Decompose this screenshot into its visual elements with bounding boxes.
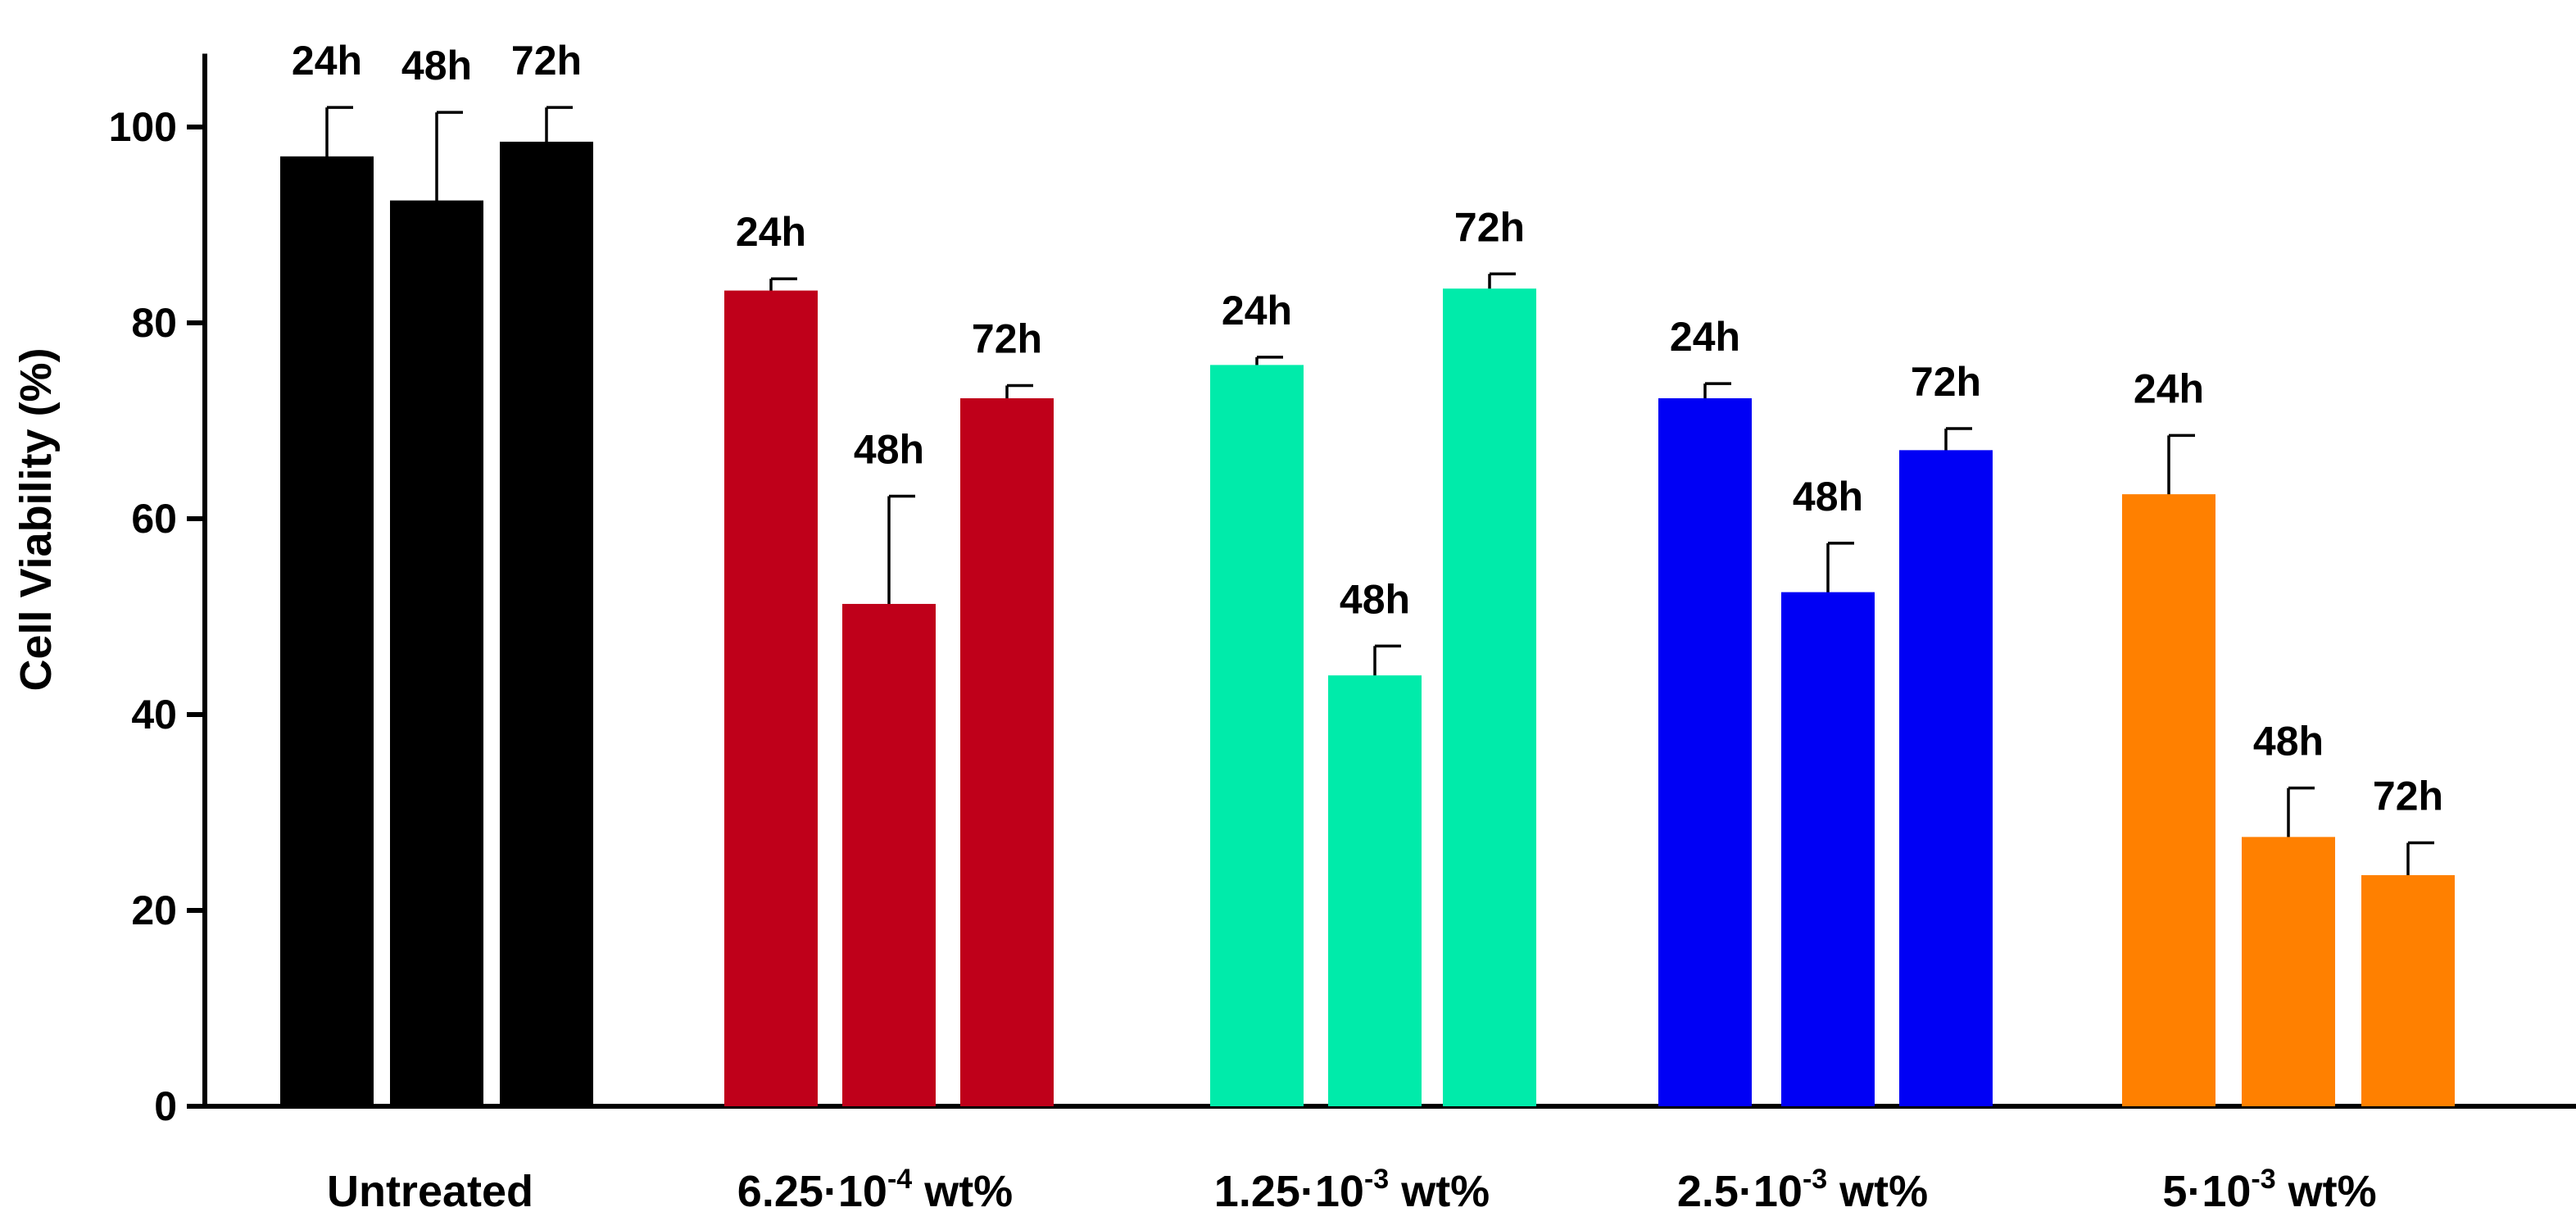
bar-label: 24h	[1222, 288, 1292, 334]
bar	[724, 290, 818, 1106]
bar	[1899, 450, 1993, 1106]
bar-label: 24h	[736, 209, 806, 255]
bar	[960, 398, 1054, 1106]
bar	[1328, 675, 1422, 1106]
bar	[280, 156, 374, 1107]
bar-label: 72h	[1454, 204, 1525, 250]
bar-label: 24h	[1670, 314, 1740, 360]
y-axis-title: Cell Viability (%)	[11, 347, 61, 691]
bar-group: 24h 48h 72h 5·10-3 wt%	[2122, 365, 2455, 1216]
bar	[1443, 288, 1536, 1106]
bar-label: 24h	[2134, 365, 2204, 411]
group-label: 6.25·10-4 wt%	[737, 1164, 1013, 1216]
bar-label: 48h	[2253, 719, 2324, 765]
y-tick-label: 20	[131, 887, 177, 933]
y-tick-label: 60	[131, 496, 177, 542]
bar	[1658, 398, 1752, 1106]
y-tick-label: 40	[131, 692, 177, 738]
group-label: Untreated	[327, 1167, 533, 1216]
bar	[842, 603, 936, 1106]
bar-label: 72h	[1911, 359, 1981, 405]
bar-label: 48h	[401, 43, 472, 89]
group-label: 1.25·10-3 wt%	[1214, 1164, 1490, 1216]
bar	[500, 141, 593, 1106]
bar-group: 24h 48h 72h 2.5·10-3 wt%	[1658, 314, 1993, 1216]
bar-group: 24h 48h 72h Untreated	[280, 38, 593, 1216]
y-tick-label: 0	[154, 1083, 177, 1129]
bar	[2361, 874, 2455, 1106]
bar-label: 48h	[1340, 576, 1410, 622]
group-label: 2.5·10-3 wt%	[1677, 1164, 1928, 1216]
bar-label: 24h	[292, 38, 362, 84]
axes: 0 20 40 60 80 100	[109, 53, 2576, 1129]
bar-group: 24h 48h 72h 1.25·10-3 wt%	[1210, 204, 1536, 1216]
bar-label: 48h	[1793, 474, 1863, 520]
bar	[1210, 365, 1304, 1106]
bar-label: 72h	[511, 38, 582, 84]
bar	[2122, 494, 2215, 1106]
bar-group: 24h 48h 72h 6.25·10-4 wt%	[724, 209, 1054, 1216]
bar-label: 72h	[2373, 774, 2443, 819]
group-label: 5·10-3 wt%	[2162, 1164, 2376, 1216]
bar-label: 72h	[972, 315, 1042, 361]
bar-label: 48h	[854, 427, 924, 473]
bar	[390, 200, 483, 1106]
bar	[1781, 592, 1875, 1106]
y-tick-label: 80	[131, 300, 177, 346]
y-tick-label: 100	[109, 104, 177, 150]
bar	[2242, 837, 2335, 1106]
bars: 24h 48h 72h Untreated 24h 48h 72h 6.25·10-4 wt%…	[280, 38, 2455, 1216]
